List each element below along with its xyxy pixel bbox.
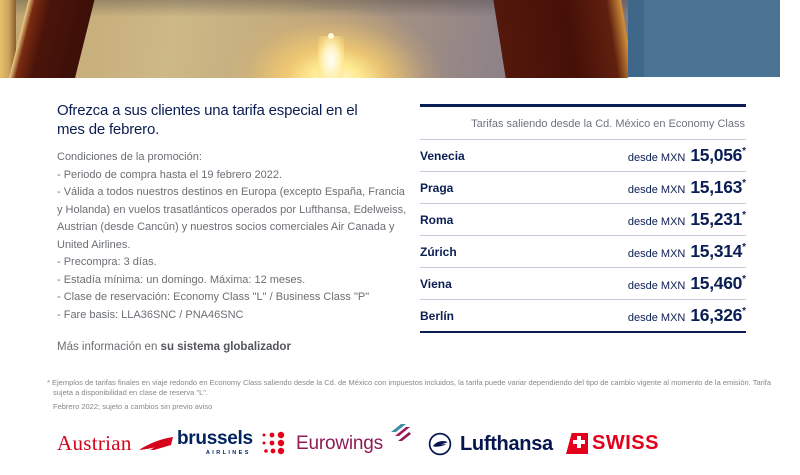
more-info-emphasis: su sistema globalizador: [160, 341, 291, 353]
fare-city: Viena: [420, 276, 452, 291]
brussels-dots-icon: [262, 431, 284, 455]
brussels-logo-subtext: AIRLINES: [205, 450, 251, 456]
fare-row-zurich: Zúrich desde MXN 15,314 *: [420, 236, 746, 268]
condition-item: - Precompra: 3 días.: [57, 256, 157, 268]
brussels-logo-text: brussels: [177, 428, 253, 449]
fare-price-prefix: desde MXN: [627, 152, 686, 164]
sun: [328, 33, 334, 39]
gate-pillar-right: [492, 0, 628, 78]
fare-amount: 15,460: [690, 273, 743, 293]
more-info-line: Más información en su sistema globalizad…: [57, 341, 291, 353]
fare-price-prefix: desde MXN: [627, 248, 686, 260]
fare-city: Roma: [420, 212, 454, 227]
header-blue-block: [628, 0, 780, 77]
fare-price: desde MXN 15,231 *: [628, 209, 746, 230]
brussels-airlines-logo: brussels AIRLINES: [177, 428, 286, 456]
fare-row-venecia: Venecia desde MXN 15,056 *: [420, 140, 746, 172]
fare-amount: 15,056: [690, 145, 743, 165]
fare-city: Berlín: [420, 308, 455, 323]
lufthansa-crane-icon: [428, 432, 452, 456]
fare-price-prefix: desde MXN: [627, 280, 686, 292]
condition-item: - Fare basis: LLA36SNC / PNA46SNC: [57, 308, 244, 321]
promo-conditions: Condiciones de la promoción: - Periodo d…: [57, 149, 409, 324]
sun-reflection: [318, 36, 344, 78]
hero-sunset-photo: [0, 0, 628, 78]
page-title-line2: mes de febrero.: [57, 121, 160, 138]
fare-amount: 15,231: [690, 209, 743, 229]
fare-asterisk: *: [742, 274, 746, 285]
eurowings-logo: Eurowings: [296, 424, 411, 455]
condition-item: - Estadía mínima: un domingo. Máxima: 12…: [57, 273, 306, 286]
swiss-cross-icon: [566, 433, 588, 454]
austrian-logo-text: Austrian: [57, 431, 132, 455]
fare-amount: 15,163: [690, 177, 743, 197]
lufthansa-logo-text: Lufthansa: [460, 432, 553, 455]
austrian-logo: Austrian: [57, 431, 174, 456]
condition-item: - Clase de reservación: Economy Class "L…: [57, 291, 370, 303]
fare-asterisk: *: [742, 146, 746, 157]
fare-price: desde MXN 15,460 *: [628, 273, 746, 294]
fare-city: Praga: [420, 180, 454, 195]
footnote-terms: Ejemplos de tarifas finales en viaje red…: [52, 378, 772, 397]
eurowings-logo-text: Eurowings: [296, 433, 383, 454]
swiss-logo: SWISS: [566, 432, 659, 455]
fare-amount: 16,326: [690, 305, 743, 325]
more-info-prefix: Más información en: [57, 341, 161, 353]
fare-price-prefix: desde MXN: [627, 312, 686, 324]
fare-city: Venecia: [420, 148, 465, 163]
fare-asterisk: *: [742, 242, 746, 253]
fare-price: desde MXN 15,314 *: [628, 241, 746, 262]
fare-amount: 15,314: [690, 241, 743, 261]
date-footnote: Febrero 2022; sujeto a cambios sin previ…: [53, 402, 213, 411]
conditions-title: Condiciones de la promoción:: [57, 151, 202, 163]
photo-left-edge: [0, 0, 16, 78]
gate-pillar-left: [5, 0, 97, 78]
eurowings-wing-icon: [390, 424, 411, 441]
swiss-logo-text: SWISS: [592, 432, 659, 454]
lufthansa-logo: Lufthansa: [428, 432, 553, 456]
condition-item: - Válida a todos nuestros destinos en Eu…: [57, 186, 407, 251]
austrian-arrow-icon: [138, 436, 173, 450]
fare-row-berlin: Berlín desde MXN 16,326 *: [420, 300, 746, 333]
fare-asterisk: *: [742, 210, 746, 221]
fares-table: Tarifas saliendo desde la Cd. México en …: [420, 104, 746, 333]
page-title-line1: Ofrezca a sus clientes una tarifa especi…: [57, 102, 358, 119]
fare-row-praga: Praga desde MXN 15,163 *: [420, 172, 746, 204]
fares-table-header: Tarifas saliendo desde la Cd. México en …: [420, 107, 746, 140]
condition-item: - Periodo de compra hasta el 19 febrero …: [57, 168, 283, 181]
fare-price-prefix: desde MXN: [627, 216, 686, 228]
fare-asterisk: *: [742, 306, 746, 317]
fare-price: desde MXN 15,163 *: [628, 177, 746, 198]
page-title: Ofrezca a sus clientes una tarifa especi…: [57, 101, 417, 139]
fare-price: desde MXN 16,326 *: [628, 305, 746, 326]
fare-row-viena: Viena desde MXN 15,460 *: [420, 268, 746, 300]
fare-city: Zúrich: [420, 244, 457, 259]
fare-price-prefix: desde MXN: [627, 184, 686, 196]
fare-asterisk: *: [742, 178, 746, 189]
terms-footnote: * Ejemplos de tarifas finales en viaje r…: [47, 378, 779, 398]
footnote-marker: *: [47, 378, 50, 387]
fare-row-roma: Roma desde MXN 15,231 *: [420, 204, 746, 236]
header-blue-block-edge: [628, 0, 644, 77]
fare-price: desde MXN 15,056 *: [628, 145, 746, 166]
